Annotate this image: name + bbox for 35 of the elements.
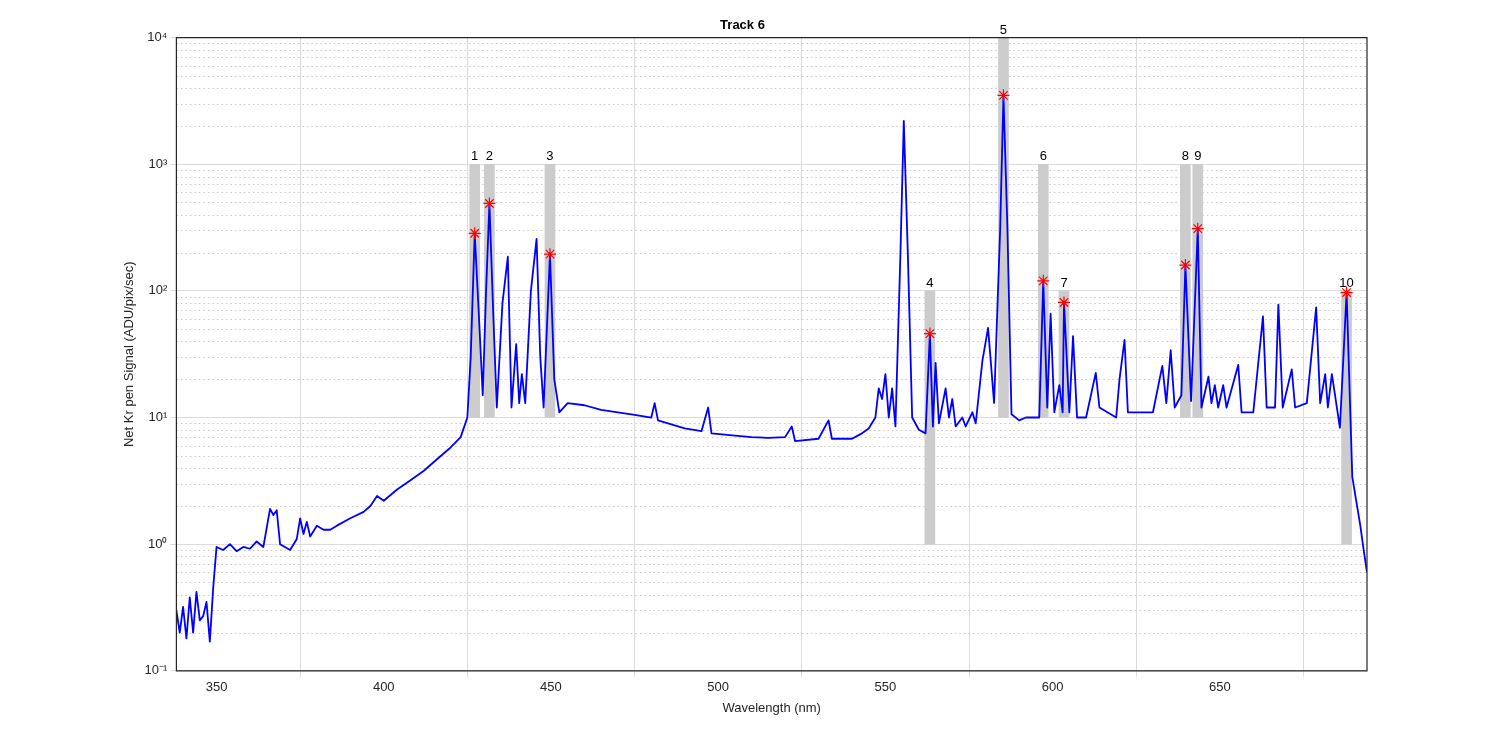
x-tick-label: 650	[1208, 679, 1231, 695]
point	[1178, 258, 1192, 272]
chart-title: Track 6	[720, 17, 765, 33]
point	[468, 226, 482, 240]
y-tick-label: 10¹	[148, 409, 169, 425]
annotation: 8	[1181, 148, 1190, 164]
point	[1057, 295, 1071, 310]
x-tick-label: 450	[540, 679, 562, 695]
annotation: 4	[926, 274, 934, 290]
point	[996, 88, 1011, 102]
annotation: 5	[999, 21, 1008, 37]
y-tick-label: 10³	[148, 155, 169, 171]
point	[482, 196, 497, 211]
annotation: 9	[1194, 148, 1202, 164]
x-axis-title: Wavelength (nm)	[722, 699, 821, 715]
x-tick-label: 550	[874, 679, 897, 695]
y-tick-label: 10⁴	[147, 29, 168, 45]
point	[543, 247, 557, 261]
annotation: 1	[471, 148, 479, 164]
y-tick-label: 10⁻¹	[144, 662, 169, 678]
x-tick-label: 400	[372, 679, 395, 695]
y-tick-label: 10⁰	[147, 535, 168, 551]
x-tick-label: 350	[205, 679, 228, 695]
annotation: 7	[1060, 274, 1068, 290]
annotation: 10	[1339, 274, 1354, 290]
annotation: 6	[1039, 148, 1047, 164]
y-axis-title: Net Kr pen Signal (ADU/pix/sec)	[121, 261, 137, 448]
y-tick-label: 10²	[148, 282, 169, 298]
point	[1191, 222, 1205, 236]
point	[1036, 274, 1050, 288]
x-tick-label: 600	[1041, 679, 1064, 695]
annotation: 3	[546, 148, 554, 164]
x-tick-label: 500	[707, 679, 730, 695]
annotation: 2	[485, 148, 494, 164]
point	[923, 326, 937, 341]
